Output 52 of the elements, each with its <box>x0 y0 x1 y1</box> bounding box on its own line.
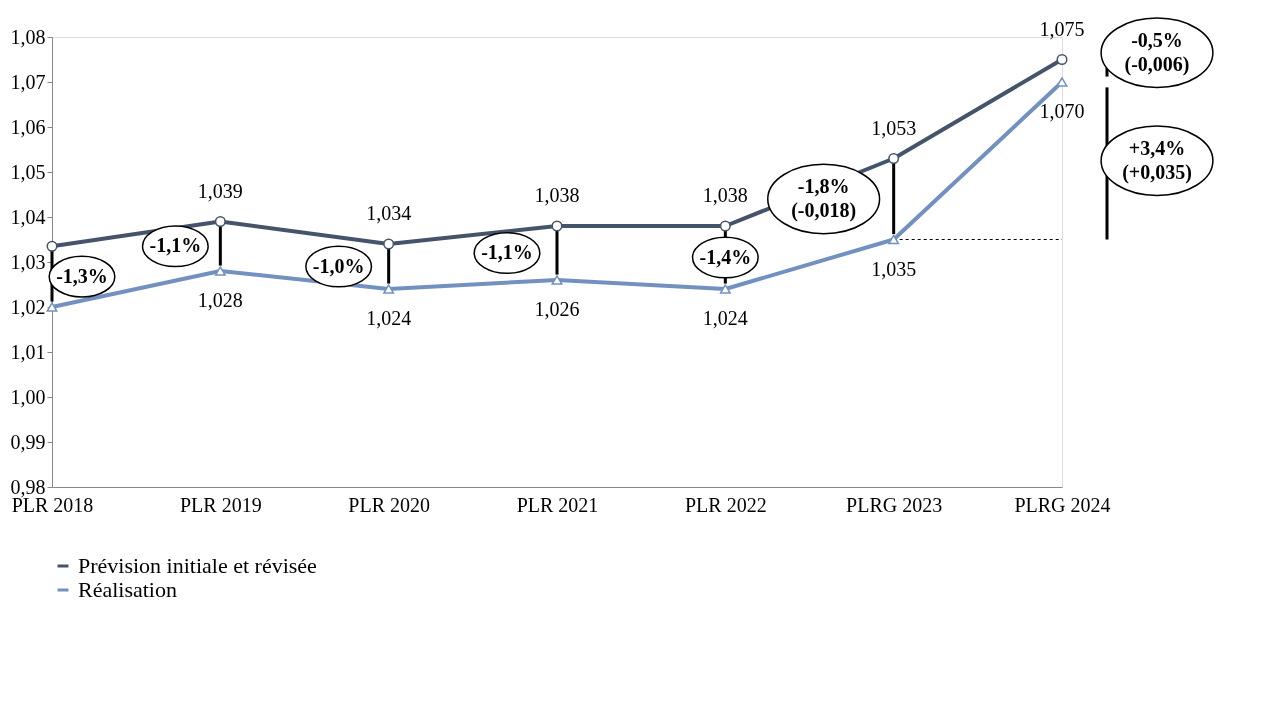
annotation: -1,8% (-0,018) <box>791 175 857 222</box>
y-tick-label: 1,03 <box>10 250 46 273</box>
text: +3,4% (+0,035) <box>1122 136 1192 184</box>
y-tick-label: 1,04 <box>10 205 46 228</box>
point <box>383 238 395 250</box>
y-tick-label: 0,99 <box>10 430 46 453</box>
legend-label: Réalisation <box>78 577 177 602</box>
x-tick-label: PLR 2019 <box>179 493 262 516</box>
annotation: -1,1% <box>481 241 533 263</box>
point <box>1056 54 1068 65</box>
y-tick-label: 1,07 <box>10 70 46 93</box>
data-label: 1,038 <box>702 184 748 206</box>
data-label: 1,075 <box>1039 17 1085 40</box>
y-tick-label: 0,98 <box>10 475 46 498</box>
point <box>888 153 900 164</box>
point <box>719 220 731 232</box>
data-label: 1,034 <box>366 202 412 224</box>
x-tick-label: PLR 2022 <box>684 493 767 516</box>
data-label: 1,070 <box>1039 100 1085 122</box>
x-tick-label: PLR 2020 <box>348 493 431 516</box>
x-tick-label: PLRG 2023 <box>846 493 943 516</box>
y-tick-label: 1,06 <box>10 115 46 138</box>
point <box>46 240 58 252</box>
point <box>551 220 563 232</box>
data-label: 1,035 <box>871 257 917 280</box>
legend-label: Prévision initiale et révisée <box>78 553 317 578</box>
data-label: 1,028 <box>197 289 243 311</box>
annotation: -1,1% <box>149 234 202 257</box>
x-tick-label: PLRG 2024 <box>1014 493 1111 516</box>
y-tick-label: 1,05 <box>10 160 46 183</box>
data-label: 1,039 <box>197 179 243 202</box>
data-label: 1,026 <box>534 298 580 320</box>
annotation: -1,4% <box>699 245 752 268</box>
data-label: 1,024 <box>702 307 748 329</box>
point <box>214 216 226 227</box>
y-tick-label: 1,00 <box>10 385 46 408</box>
y-tick-label: 1,02 <box>10 295 46 318</box>
data-label: 1,024 <box>366 307 412 329</box>
y-tick-label: 1,01 <box>10 340 46 363</box>
point <box>1056 77 1068 87</box>
data-label: 1,053 <box>871 116 917 139</box>
annotation: -1,3% <box>56 264 108 287</box>
annotation: -1,0% <box>312 254 365 277</box>
x-tick-label: PLR 2021 <box>516 493 599 516</box>
point <box>888 234 900 245</box>
point <box>214 266 226 276</box>
data-label: 1,038 <box>534 184 580 206</box>
point <box>383 284 395 294</box>
point <box>551 275 563 285</box>
point <box>719 284 731 294</box>
y-tick-label: 1,08 <box>10 25 46 48</box>
text: -0,5% (-0,006) <box>1124 28 1190 76</box>
